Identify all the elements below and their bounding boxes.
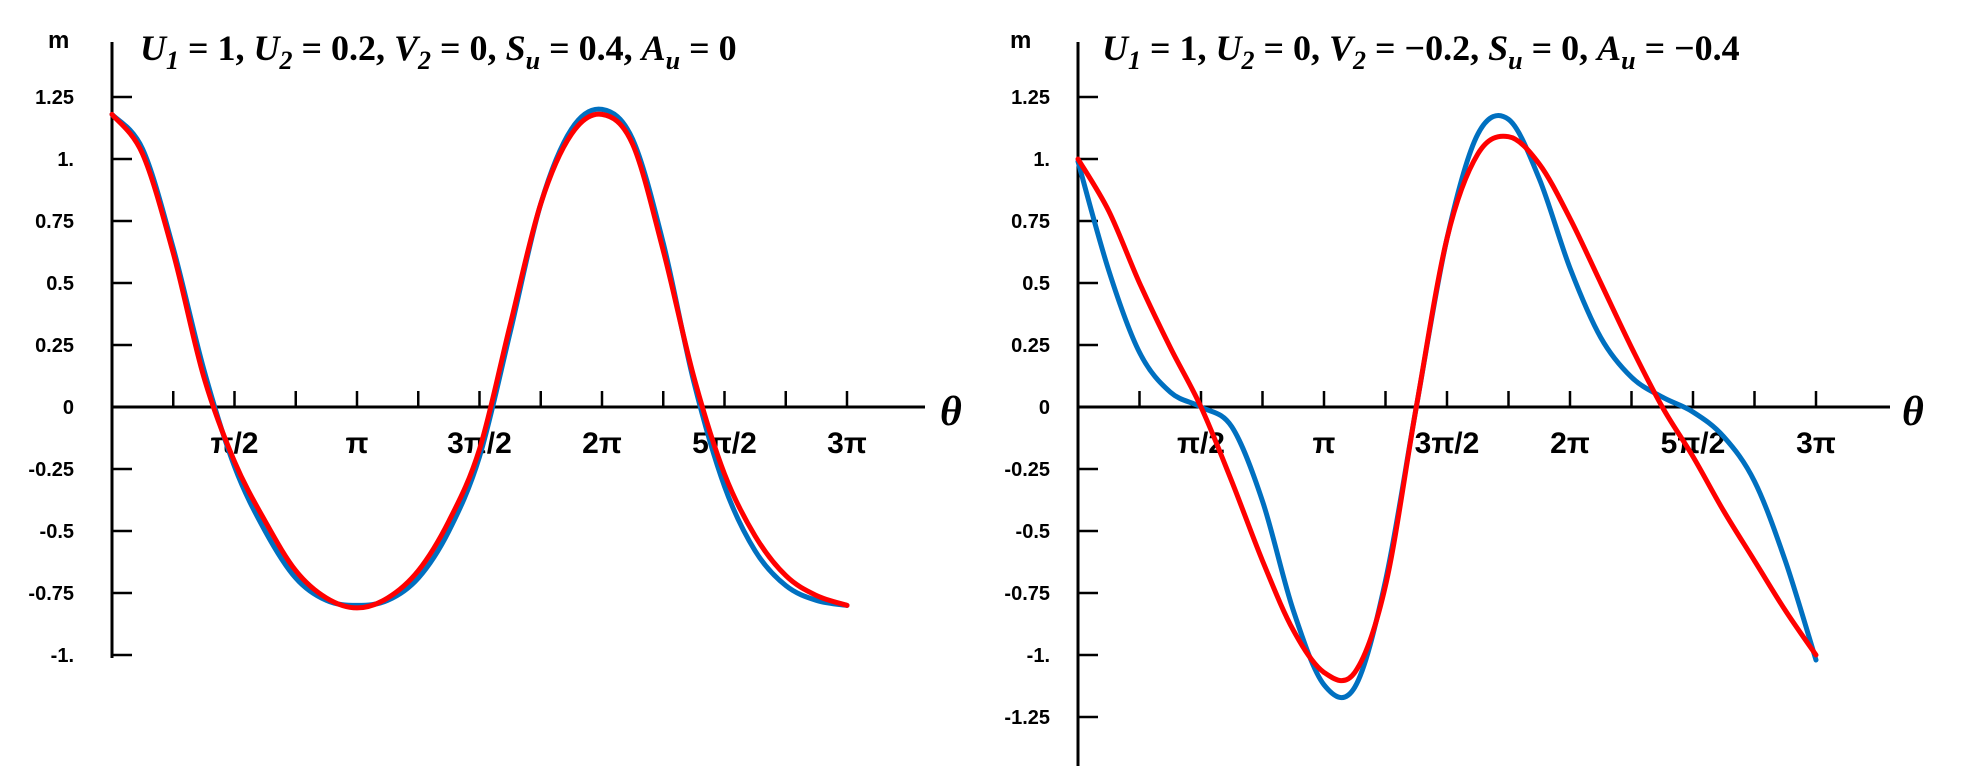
x-tick-label: 3π [827, 427, 867, 460]
x-tick-label: 2π [1550, 427, 1590, 460]
x-tick-label: π [346, 427, 369, 460]
y-tick-label: 1. [57, 149, 74, 171]
y-tick-label: 1.25 [35, 87, 74, 109]
y-tick-label: -0.5 [40, 521, 74, 543]
y-tick-label: -1. [1027, 645, 1050, 667]
y-tick-label: -1.25 [1004, 707, 1050, 729]
chart-title: U1 = 1, U2 = 0, V2 = −0.2, Su = 0, Au = … [1102, 28, 1740, 75]
x-tick-label: 3π/2 [1415, 427, 1480, 460]
y-tick-label: 0 [63, 397, 74, 419]
y-tick-label: -0.25 [1004, 459, 1050, 481]
y-tick-label: -0.5 [1016, 521, 1050, 543]
y-tick-label: 0.25 [35, 335, 74, 357]
y-tick-label: 1. [1033, 149, 1050, 171]
y-tick-label: 0.75 [1011, 211, 1050, 233]
x-axis-label: θ [1902, 389, 1924, 435]
x-tick-label: 3π [1796, 427, 1836, 460]
x-tick-label: π [1313, 427, 1336, 460]
y-tick-label: 0.75 [35, 211, 74, 233]
series-line-red [109, 111, 850, 611]
x-tick-label: 5π/2 [692, 427, 757, 460]
y-tick-label: 0.5 [46, 273, 74, 295]
x-tick-label: π/2 [211, 427, 259, 460]
y-tick-label: -0.75 [1004, 583, 1050, 605]
y-tick-label: -0.25 [28, 459, 74, 481]
y-tick-label: -1. [51, 645, 74, 667]
y-tick-label: 1.25 [1011, 87, 1050, 109]
series-line-blue [109, 106, 850, 608]
chart-panel-2: 1.25 1. 0.75 0.5 0.25 0 -0.25 -0.5 -0.75 -1. -1.25… [1004, 27, 1924, 766]
chart-panel-1: 1.25 1. 0.75 0.5 0.25 0 -0.25 -0.5 -0.75 -1. π/2 π 3… [28, 27, 962, 667]
chart-title: U1 = 1, U2 = 0.2, V2 = 0, Su = 0.4, Au =… [140, 28, 737, 75]
y-tick-label: 0.5 [1022, 273, 1050, 295]
x-tick-label: 2π [582, 427, 622, 460]
y-tick-label: 0 [1039, 397, 1050, 419]
series-line-red [1075, 133, 1819, 684]
x-axis-label: θ [940, 389, 962, 435]
y-axis-label: m [1010, 27, 1031, 54]
y-tick-label: 0.25 [1011, 335, 1050, 357]
y-axis-label: m [48, 27, 69, 54]
y-tick-label: -0.75 [28, 583, 74, 605]
